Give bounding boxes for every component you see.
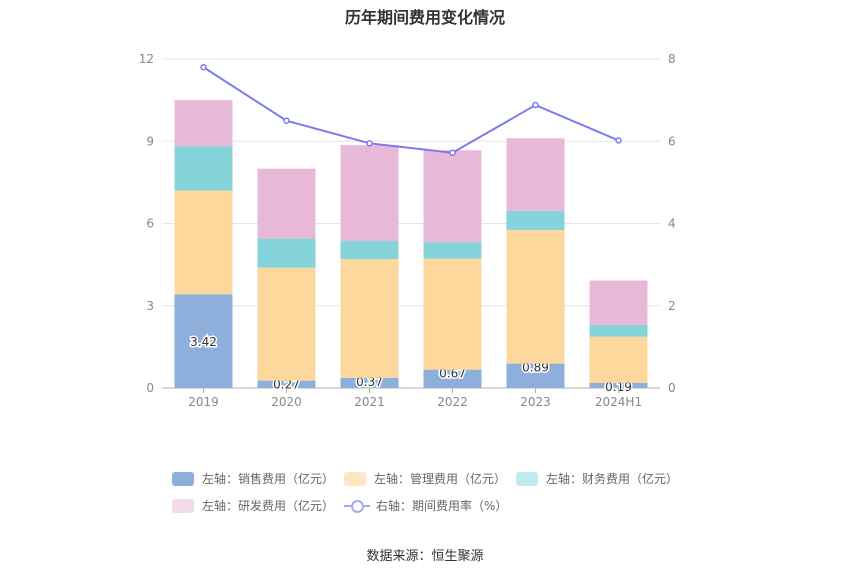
- rate-point: [283, 117, 290, 124]
- legend-label-finance: 左轴：财务费用（亿元）: [546, 472, 679, 486]
- bar-segment: [506, 210, 565, 231]
- legend-label-admin: 左轴：管理费用（亿元）: [374, 472, 507, 486]
- legend-item-finance[interactable]: 左轴：财务费用（亿元）: [516, 470, 678, 487]
- bar-segment: [423, 242, 482, 259]
- rate-point: [532, 101, 539, 109]
- legend-label-rate: 右轴：期间费用率（%）: [376, 499, 508, 513]
- rate-point: [200, 63, 207, 71]
- bar-segment: [257, 238, 316, 268]
- x-tick-label: 2022: [437, 395, 468, 409]
- bar-segment: [174, 146, 233, 191]
- bar-segment: [506, 138, 565, 211]
- bar-segment: [589, 336, 648, 383]
- chart-title: 历年期间费用变化情况: [344, 8, 505, 27]
- legend-swatch-finance: [516, 471, 538, 486]
- rate-line: [202, 66, 619, 154]
- x-tick-label: 2020: [271, 395, 302, 409]
- y-left-tick-label: 0: [146, 381, 154, 395]
- bar-segment: [423, 150, 482, 243]
- y-right-tick-label: 0: [668, 381, 676, 395]
- bar-segment: [423, 369, 482, 388]
- rate-point: [449, 149, 456, 157]
- bar-segment: [589, 382, 648, 388]
- legend-item-sales[interactable]: 左轴：销售费用（亿元）: [172, 470, 334, 487]
- y-right-tick-label: 6: [668, 134, 676, 148]
- legend-item-rate[interactable]: 右轴：期间费用率（%）: [344, 497, 507, 514]
- bar-segment: [340, 241, 399, 260]
- bar-segment: [506, 230, 565, 364]
- rate-point: [615, 137, 622, 144]
- bar-segment: [423, 258, 482, 370]
- legend-item-rnd[interactable]: 左轴：研发费用（亿元）: [172, 497, 334, 514]
- bar-segment: [589, 280, 648, 325]
- y-right-tick-label: 4: [668, 217, 676, 231]
- source-note: 数据来源：恒生聚源: [366, 549, 484, 564]
- bar-segment: [257, 168, 316, 239]
- bar-segment: [174, 190, 233, 295]
- legend-label-sales: 左轴：销售费用（亿元）: [202, 472, 335, 486]
- legend-swatch-sales: [172, 471, 194, 486]
- legend-swatch-admin: [344, 471, 366, 486]
- y-left-tick-label: 3: [146, 299, 154, 313]
- y-right-tick-label: 2: [668, 299, 676, 313]
- bar-segment: [589, 324, 648, 337]
- bar-segment: [174, 294, 233, 388]
- bar-segment: [340, 145, 399, 242]
- y-left-tick-label: 9: [146, 134, 154, 148]
- y-left-tick-label: 6: [146, 217, 154, 231]
- legend-line-marker-icon: [344, 499, 370, 513]
- legend-label-rnd: 左轴：研发费用（亿元）: [202, 499, 335, 513]
- y-right-tick-label: 8: [668, 52, 676, 66]
- bar-segment: [174, 100, 233, 147]
- bar-segment: [340, 377, 399, 388]
- rate-point: [366, 140, 373, 147]
- x-tick-label: 2024H1: [595, 395, 642, 409]
- bar-segment: [506, 363, 565, 388]
- bar-segment: [257, 380, 316, 388]
- bar-segment: [257, 267, 316, 381]
- x-tick-label: 2021: [354, 395, 385, 409]
- x-tick-label: 2023: [520, 395, 551, 409]
- x-tick-label: 2019: [188, 395, 219, 409]
- legend-item-admin[interactable]: 左轴：管理费用（亿元）: [344, 470, 506, 487]
- bar-segment: [340, 259, 399, 378]
- bar-data-label: 3.42: [190, 335, 217, 349]
- legend-swatch-rnd: [172, 498, 194, 513]
- y-left-tick-label: 12: [139, 52, 154, 66]
